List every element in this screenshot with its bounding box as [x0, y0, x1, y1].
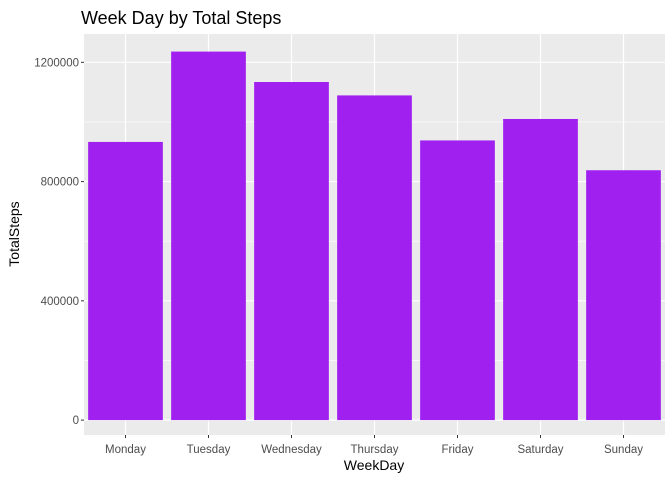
y-tick-label: 800000	[41, 177, 79, 189]
x-tick-label: Monday	[105, 444, 146, 456]
y-tick-label: 400000	[41, 296, 79, 308]
bar-friday	[420, 140, 495, 421]
x-tick-label: Sunday	[604, 444, 643, 456]
x-tick-label: Tuesday	[187, 444, 231, 456]
x-tick-label: Thursday	[351, 444, 399, 456]
x-tick-label: Saturday	[517, 444, 563, 456]
x-axis: Monday Tuesday Wednesday Thursday Friday Satu…	[105, 435, 643, 456]
x-tick-label: Wednesday	[261, 444, 322, 456]
y-axis-title: TotalSteps	[6, 201, 22, 266]
bar-sunday	[586, 170, 661, 421]
y-tick-label: 0	[73, 415, 79, 427]
bar-wednesday	[254, 82, 329, 421]
y-tick-label: 1200000	[34, 57, 79, 69]
bars-group	[88, 51, 661, 421]
bar-tuesday	[171, 51, 246, 421]
x-axis-title: WeekDay	[344, 457, 404, 473]
x-tick-label: Friday	[442, 444, 474, 456]
bar-thursday	[337, 95, 412, 421]
chart-title: Week Day by Total Steps	[81, 8, 281, 28]
bar-monday	[88, 141, 163, 421]
bar-saturday	[503, 118, 578, 421]
y-axis: 0 400000 800000 1200000	[34, 57, 84, 427]
